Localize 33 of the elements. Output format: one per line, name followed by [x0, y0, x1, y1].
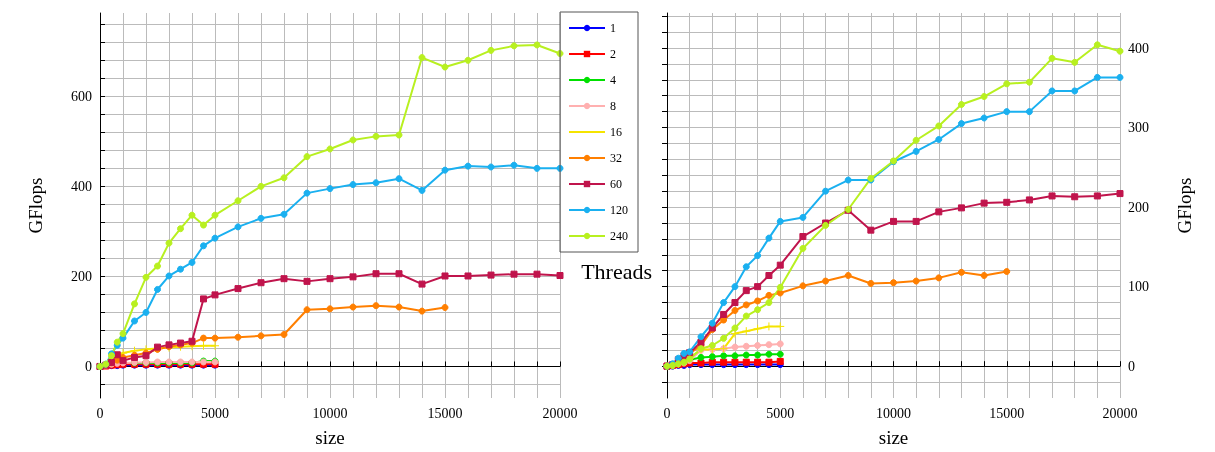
legend-label: 1: [610, 21, 616, 35]
y2-tick-label: 400: [1128, 40, 1149, 56]
legend-label: 240: [610, 229, 628, 243]
y-tick-label: 200: [71, 268, 92, 284]
legend-label: 32: [610, 151, 622, 165]
y2-tick-label: 0: [1128, 358, 1135, 374]
x-tick-label: 10000: [876, 405, 911, 421]
x-tick-label: 20000: [542, 405, 578, 421]
y-tick-label: 400: [71, 178, 92, 194]
y2-tick-label: 100: [1128, 279, 1149, 295]
x-tick-label: 5000: [201, 405, 229, 421]
x-tick-label: 15000: [989, 405, 1025, 421]
y-tick-label: 0: [85, 358, 92, 374]
x-tick-label: 15000: [427, 405, 463, 421]
x-tick-label: 5000: [766, 405, 795, 421]
legend-label: 8: [610, 99, 616, 113]
legend-label: 60: [610, 177, 622, 191]
y-axis-title: GFlops: [25, 177, 46, 234]
x-tick-label: 0: [663, 405, 671, 421]
legend-title: Threads: [581, 258, 652, 284]
x-axis-title: size: [315, 427, 345, 448]
legend-label: 120: [610, 203, 628, 217]
x-axis-title: size: [878, 427, 909, 448]
y2-tick-label: 300: [1128, 120, 1149, 136]
x-tick-label: 0: [96, 405, 104, 421]
legend-label: 16: [610, 125, 622, 139]
x-tick-label: 20000: [1102, 405, 1138, 421]
y2-tick-label: 200: [1128, 199, 1149, 215]
legend-label: 2: [610, 47, 616, 61]
x-tick-label: 10000: [312, 405, 348, 421]
y-tick-label: 600: [71, 88, 92, 104]
legend-label: 4: [610, 73, 616, 87]
y2-axis-title: GFlops: [1174, 177, 1195, 234]
